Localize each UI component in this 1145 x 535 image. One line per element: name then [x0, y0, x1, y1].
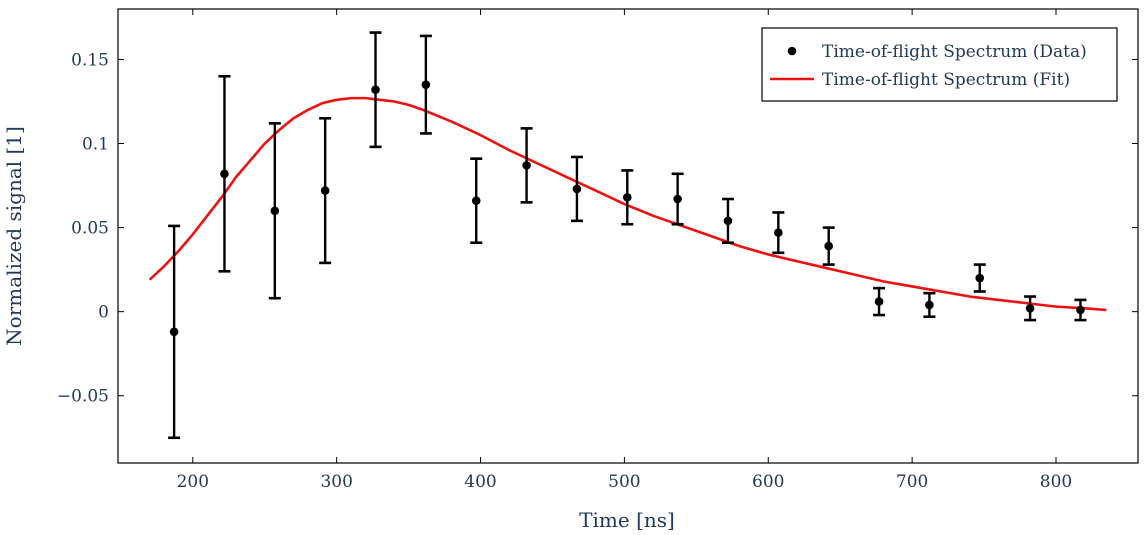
x-tick-label: 600 [752, 472, 784, 492]
data-point-group [369, 31, 382, 149]
y-axis-title: Normalized signal [1] [2, 126, 26, 346]
data-point-group [822, 226, 835, 266]
data-point [723, 216, 733, 226]
data-point [673, 194, 682, 204]
legend-box [761, 27, 1118, 102]
data-point-group [218, 74, 231, 273]
data-point-group [268, 122, 281, 300]
legend: Time-of-flight Spectrum (Data) Time-of-fl… [761, 27, 1118, 102]
data-point [320, 186, 330, 195]
data-point [622, 193, 632, 202]
data-point [270, 206, 280, 216]
fit-layer [148, 96, 1107, 312]
data-point [572, 184, 582, 194]
legend-label-fit: Time-of-flight Spectrum (Fit) [822, 70, 1070, 90]
data-point-group [1074, 298, 1087, 322]
y-tick-label: 0.05 [71, 219, 109, 239]
data-point [371, 85, 380, 95]
data-point [1076, 305, 1085, 315]
data-point-group [973, 263, 986, 293]
data-point-group [621, 169, 634, 226]
y-tick-label: 0 [98, 303, 109, 323]
data-point-group [671, 172, 684, 226]
x-tick-label: 800 [1040, 472, 1072, 492]
data-point [471, 196, 481, 205]
data-point [975, 273, 985, 283]
data-point-group [168, 224, 181, 440]
data-point-group [772, 211, 785, 255]
data-point-group [721, 197, 734, 245]
data-point [774, 228, 783, 237]
data-point [220, 169, 229, 179]
plot-frame [117, 8, 1139, 464]
data-point-group [1024, 295, 1037, 322]
data-point-group [470, 157, 483, 245]
data-point [421, 80, 431, 89]
axes-layer: 200 300 400 500 600 700 800 −0.05 0 0.05 0.1 0.15 [57, 8, 1139, 492]
fit-line [148, 96, 1107, 312]
data-point [169, 327, 179, 337]
data-point [1025, 304, 1035, 313]
data-point [874, 297, 884, 306]
legend-label-data: Time-of-flight Spectrum (Data) [822, 42, 1087, 62]
data-point [925, 300, 934, 310]
data-point-group [520, 127, 533, 204]
data-point-group [923, 291, 936, 319]
x-tick-label: 300 [320, 472, 352, 492]
x-tick-label: 200 [177, 472, 209, 492]
data-point-group [319, 116, 332, 265]
x-tick-label: 700 [896, 472, 928, 492]
legend-marker-data [787, 46, 797, 56]
y-tick-label: 0.15 [71, 50, 109, 70]
x-tick-label: 500 [608, 472, 640, 492]
y-tick-label: −0.05 [57, 387, 109, 407]
x-tick-label: 400 [464, 472, 496, 492]
data-layer [168, 31, 1087, 440]
y-tick-label: 0.1 [82, 135, 109, 155]
data-point [522, 161, 531, 170]
data-point-group [873, 286, 886, 317]
data-point-group [570, 155, 583, 223]
data-point [824, 241, 833, 251]
x-axis-title: Time [ns] [579, 508, 675, 532]
data-point-group [419, 34, 432, 135]
